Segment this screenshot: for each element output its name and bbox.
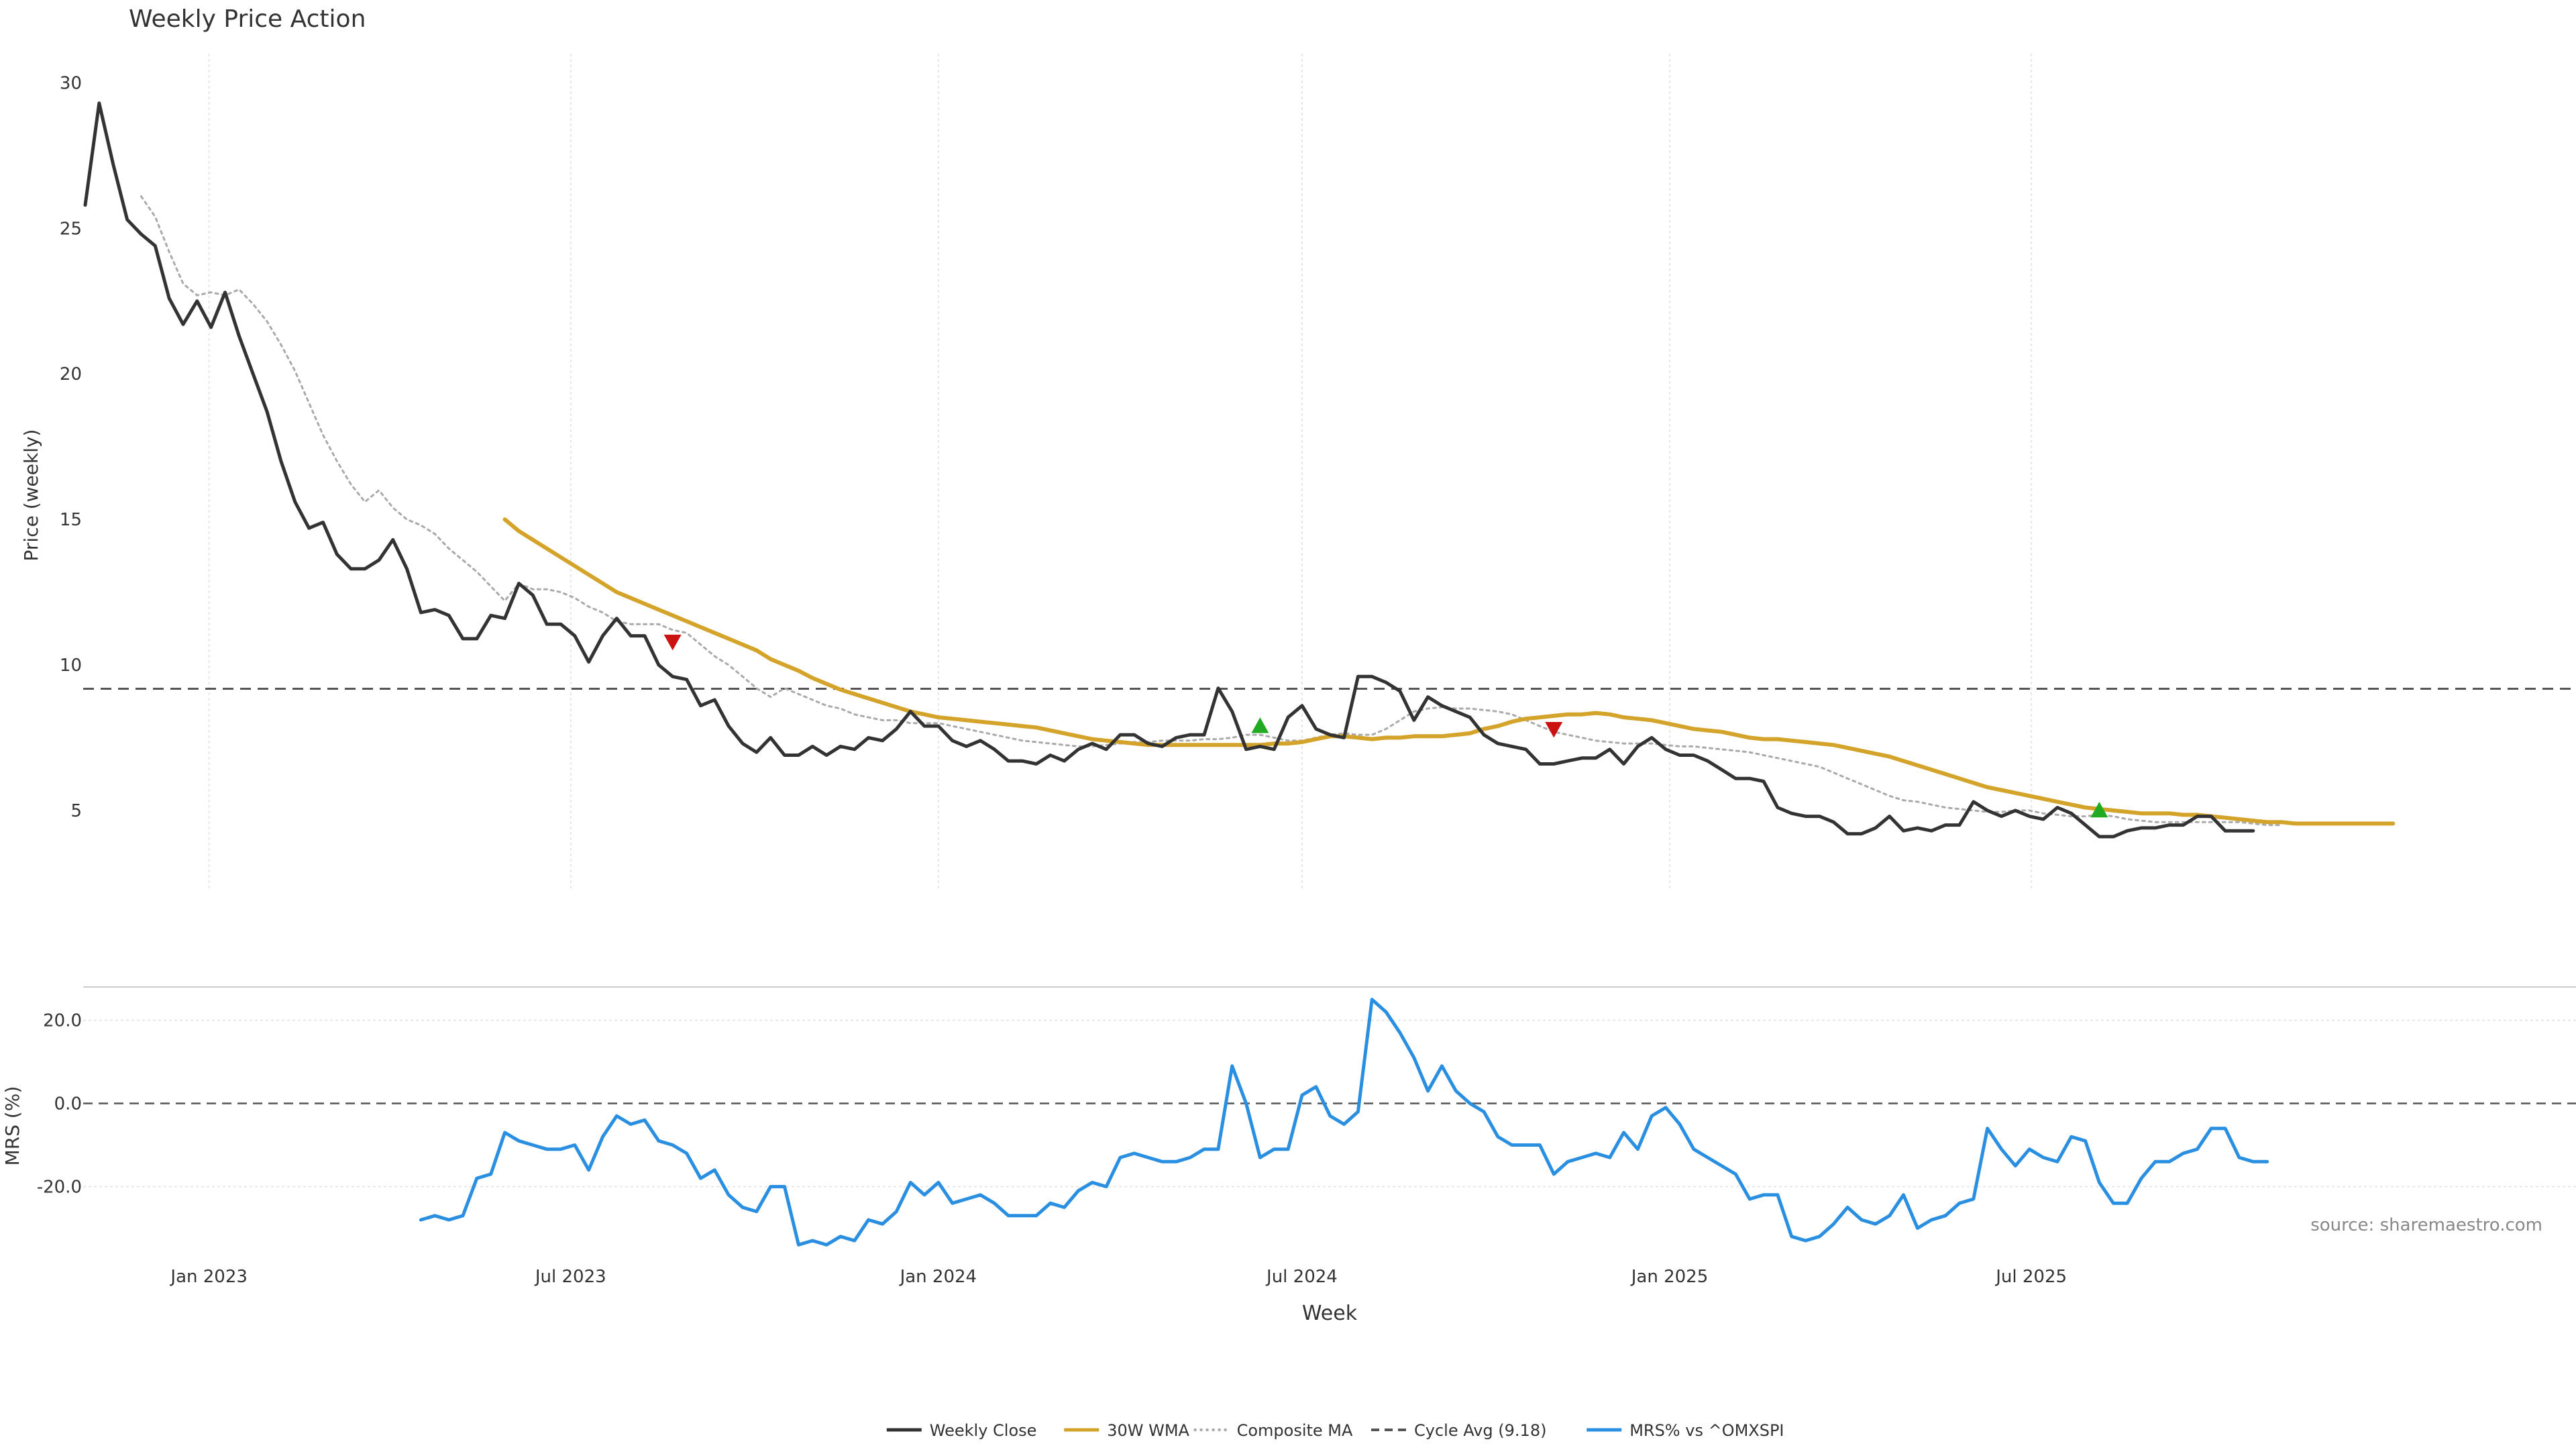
buy-signal-marker-3 [2090,801,2108,818]
price-y-tick-15: 15 [60,510,82,530]
mrs-y-tick-labels: -20.0 0.0 20.0 [37,1011,82,1198]
price-y-tick-20: 20 [60,364,82,384]
price-y-tick-25: 25 [60,219,82,239]
price-series-lines [83,101,2396,839]
price-panel: 5 10 15 20 25 30 Weekly Price Action Price (w… [20,5,2576,889]
composite-ma-line [140,195,2282,827]
signal-markers [663,634,2108,818]
mrs-series-lines [419,998,2269,1247]
legend-label-4: MRS% vs ^OMXSPI [1629,1421,1784,1440]
x-tick-0: Jan 2023 [169,1267,248,1287]
x-tick-1: Jul 2023 [534,1267,606,1287]
x-tick-labels: Jan 2023 Jul 2023 Jan 2024 Jul 2024 Jan 2025… [169,1267,2067,1287]
source-annotation: source: sharemaestro.com [2310,1215,2542,1235]
mrs-y-tick-0: -20.0 [37,1177,82,1197]
legend-label-3: Cycle Avg (9.18) [1414,1421,1546,1440]
mrs-y-tick-1: 0.0 [54,1094,82,1114]
price-y-tick-30: 30 [60,73,82,93]
price-y-axis-label: Price (weekly) [20,429,42,562]
wma-30w-line [502,517,2396,826]
buy-signal-marker-1 [1251,717,1269,733]
legend-label-0: Weekly Close [930,1421,1037,1440]
price-y-tick-labels: 5 10 15 20 25 30 [60,73,82,821]
mrs-panel: -20.0 0.0 20.0 Jan 2023 Jul 2023 Jan 2024 Jul… [1,986,2576,1325]
x-tick-5: Jul 2025 [1994,1267,2067,1287]
x-axis-label: Week [1302,1302,1358,1325]
x-tick-3: Jul 2024 [1265,1267,1338,1287]
weekly-close-line [83,101,2255,839]
price-y-tick-5: 5 [70,801,82,821]
x-tick-4: Jan 2025 [1630,1267,1709,1287]
sell-signal-marker-0 [663,634,682,651]
mrs-y-axis-label: MRS (%) [1,1086,23,1166]
mrs-y-tick-2: 20.0 [43,1011,82,1031]
legend-label-2: Composite MA [1237,1421,1353,1440]
sell-signal-marker-2 [1545,722,1563,738]
chart-title: Weekly Price Action [129,5,366,33]
x-tick-2: Jan 2024 [899,1267,977,1287]
legend: Weekly Close 30W WMA Composite MA Cycle Avg… [886,1421,1784,1440]
mrs-horizontal-gridlines [83,1019,2576,1188]
legend-label-1: 30W WMA [1107,1421,1189,1440]
mrs-line [419,998,2269,1247]
price-y-tick-10: 10 [60,656,82,676]
